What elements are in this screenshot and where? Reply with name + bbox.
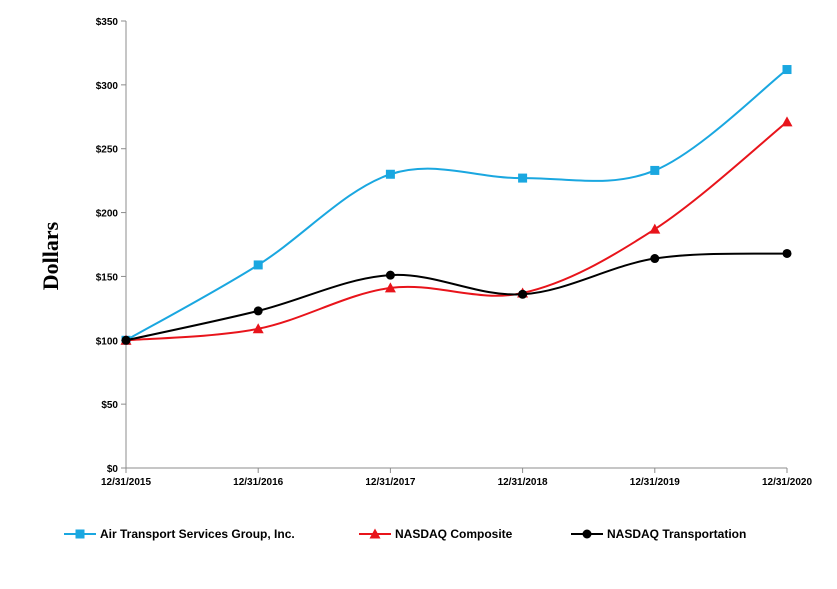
data-point xyxy=(518,289,528,299)
y-tick-label: $200 xyxy=(96,209,119,220)
data-point xyxy=(385,270,395,280)
data-point xyxy=(253,306,263,316)
y-axis-label: Dollars xyxy=(38,221,63,290)
legend-label: NASDAQ Composite xyxy=(395,527,513,541)
y-tick-label: $150 xyxy=(96,272,119,283)
data-point xyxy=(253,260,263,270)
series-line xyxy=(125,68,788,342)
x-tick-label: 12/31/2018 xyxy=(498,477,548,488)
legend-label: Air Transport Services Group, Inc. xyxy=(100,527,295,541)
legend-marker xyxy=(369,528,381,539)
legend-marker xyxy=(582,529,592,539)
data-point xyxy=(782,65,792,75)
x-tick-label: 12/31/2017 xyxy=(365,477,415,488)
y-tick-label: $50 xyxy=(101,400,118,411)
series-line xyxy=(125,252,788,342)
data-point xyxy=(252,323,264,334)
x-tick-label: 12/31/2016 xyxy=(233,477,283,488)
data-point xyxy=(782,248,792,258)
data-point xyxy=(650,165,660,175)
data-point xyxy=(518,173,528,183)
y-tick-label: $100 xyxy=(96,336,119,347)
data-point xyxy=(649,223,661,234)
tick-labels: $0 $50 $100 $150 $200 $250 $300 $350 12/31/2015 1… xyxy=(96,17,813,488)
data-point xyxy=(121,335,131,345)
y-tick-label: $0 xyxy=(107,464,119,475)
x-tick-label: 12/31/2019 xyxy=(630,477,680,488)
legend-item: NASDAQ Composite xyxy=(359,527,513,541)
series-2 xyxy=(121,248,792,345)
legend: Air Transport Services Group, Inc. NASDAQ… xyxy=(64,527,746,541)
y-tick-label: $250 xyxy=(96,145,119,156)
data-point xyxy=(384,282,396,293)
x-tick-label: 12/31/2015 xyxy=(101,477,151,488)
axes xyxy=(121,20,788,473)
y-tick-label: $350 xyxy=(96,17,119,28)
series-line xyxy=(125,121,788,342)
series-1 xyxy=(120,116,793,345)
legend-label: NASDAQ Transportation xyxy=(607,527,746,541)
data-point xyxy=(781,116,793,127)
legend-item: Air Transport Services Group, Inc. xyxy=(64,527,295,541)
x-tick-label: 12/31/2020 xyxy=(762,477,812,488)
legend-item: NASDAQ Transportation xyxy=(571,527,746,541)
series-layer xyxy=(120,65,793,345)
data-point xyxy=(650,254,660,264)
data-point xyxy=(385,169,395,179)
y-tick-label: $300 xyxy=(96,81,119,92)
legend-marker xyxy=(75,529,85,539)
series-0 xyxy=(121,65,792,345)
